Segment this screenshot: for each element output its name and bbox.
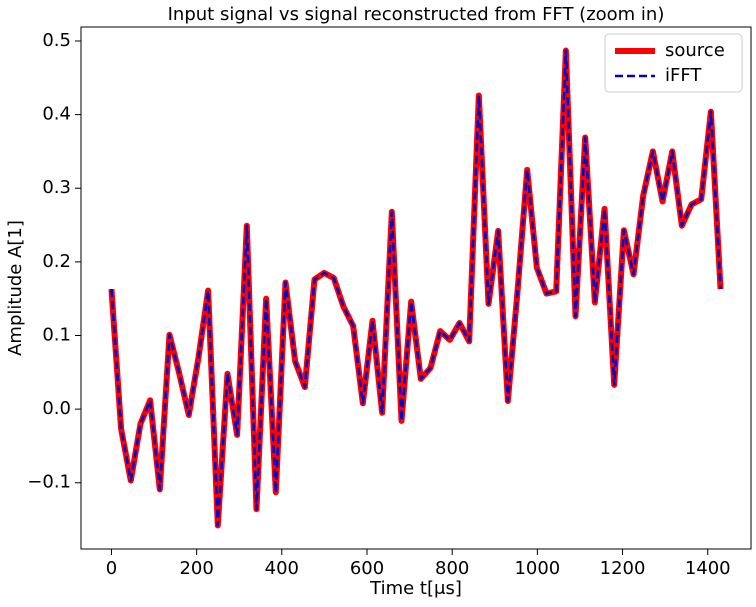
y-tick-label: 0.2 [42,251,71,272]
x-tick-label: 0 [106,558,117,579]
x-tick-label: 200 [179,558,213,579]
y-tick-label: 0.0 [42,398,71,419]
x-tick-label: 800 [435,558,469,579]
y-tick-label: 0.3 [42,177,71,198]
legend-label: iFFT [665,65,702,86]
y-tick-label: −0.1 [27,472,71,493]
x-tick-label: 1200 [600,558,646,579]
legend-label: source [665,40,725,61]
y-axis-label: Amplitude A[1] [5,220,26,356]
plot-frame [80,26,752,550]
x-tick-label: 1400 [685,558,731,579]
x-axis-label: Time t[μs] [369,578,462,599]
x-tick-label: 1000 [514,558,560,579]
x-tick-label: 400 [265,558,299,579]
x-tick-label: 600 [350,558,384,579]
chart-title: Input signal vs signal reconstructed fro… [168,4,665,25]
y-tick-label: 0.5 [42,30,71,51]
series-line [110,49,722,527]
y-tick-label: 0.4 [42,104,71,125]
y-tick-label: 0.1 [42,324,71,345]
